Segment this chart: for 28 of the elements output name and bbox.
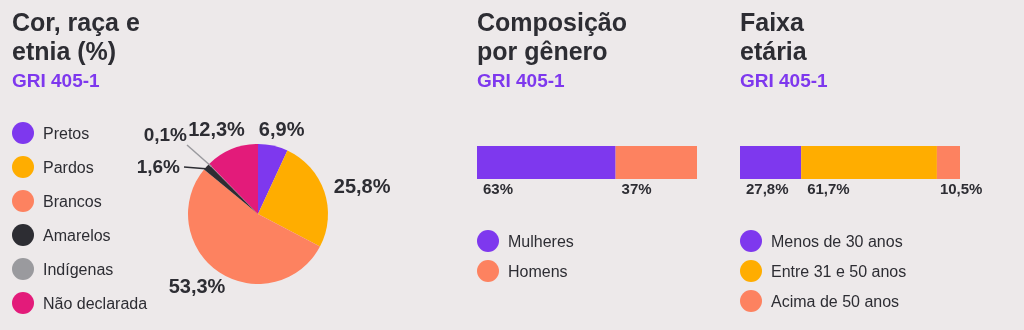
- chart-subtitle: GRI 405-1: [477, 70, 566, 91]
- chart-title: Faixa etária: [740, 8, 808, 65]
- legend-label: Entre 31 e 50 anos: [771, 263, 907, 280]
- data-label: 25,8%: [333, 175, 391, 198]
- data-label: 12,3%: [188, 118, 246, 140]
- data-label: 53,3%: [168, 274, 226, 297]
- legend-label: Acima de 50 anos: [771, 293, 900, 310]
- legend-label: Indígenas: [43, 261, 114, 278]
- chart-title: Cor, raça e etnia (%): [12, 8, 140, 65]
- data-label: 63%: [483, 180, 514, 197]
- data-label: 37%: [621, 180, 652, 197]
- legend-label: Amarelos: [43, 227, 111, 244]
- legend-label: Brancos: [43, 193, 102, 210]
- chart-title: Composição por gênero: [477, 8, 628, 65]
- legend-label: Não declarada: [43, 295, 148, 312]
- legend-label: Pretos: [43, 125, 90, 142]
- data-label: 0,1%: [143, 124, 188, 145]
- data-label: 6,9%: [258, 118, 305, 140]
- legend-label: Homens: [508, 263, 568, 280]
- legend-label: Menos de 30 anos: [771, 233, 903, 250]
- chart-subtitle: GRI 405-1: [12, 70, 101, 91]
- legend-label: Mulheres: [508, 233, 574, 250]
- chart-subtitle: GRI 405-1: [740, 70, 829, 91]
- data-label: 10,5%: [939, 180, 983, 197]
- data-label: 27,8%: [746, 180, 789, 197]
- data-label: 61,7%: [807, 180, 850, 197]
- legend-label: Pardos: [43, 159, 94, 176]
- data-label: 1,6%: [136, 156, 181, 177]
